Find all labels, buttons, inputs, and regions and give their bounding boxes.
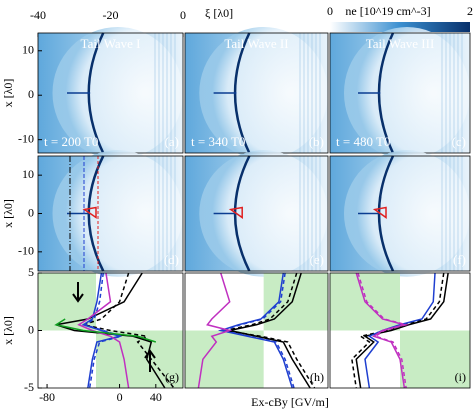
xi-label: ξ [λ0] [205, 6, 233, 20]
time-label: t = 340 T0 [191, 134, 245, 149]
panel-label: (a) [165, 134, 179, 149]
phase-region [263, 273, 328, 331]
field-line [355, 272, 449, 389]
phase-region [185, 330, 264, 388]
density-map [329, 150, 471, 277]
wake-bubble [199, 27, 328, 159]
field-line [219, 272, 295, 389]
time-label: t = 200 T0 [44, 134, 98, 149]
panel-label: (g) [165, 370, 179, 384]
colorbar-label: ne [10^19 cm^-3] [345, 4, 430, 18]
wake-bubble [344, 27, 470, 159]
field-line [357, 272, 410, 389]
field-line [81, 272, 123, 389]
panel-label: (c) [452, 134, 466, 149]
panel-label: (f) [453, 252, 466, 267]
density-map [184, 150, 329, 277]
wake-bubble [199, 150, 328, 277]
y-tick-label: 10 [22, 43, 34, 57]
panel-label: (e) [310, 252, 324, 267]
laser-contour [228, 206, 243, 219]
phase-region [96, 330, 183, 388]
colorbar-tick: 2 [467, 4, 473, 18]
y-tick-label: 0 [28, 205, 34, 219]
y-tick-label: -10 [18, 131, 34, 145]
wake-bubble [52, 27, 183, 159]
density-map [184, 27, 329, 159]
density-map [329, 27, 471, 159]
field-xlabel: Ex-cBy [GV/m] [251, 395, 329, 409]
phase-region [38, 273, 96, 331]
field-line [351, 272, 445, 389]
field-line [355, 272, 408, 389]
panel-frame [184, 272, 329, 389]
panel-frame [184, 155, 329, 272]
field-line [77, 272, 130, 389]
arrow-up [144, 349, 156, 372]
panel-label: (d) [164, 252, 179, 267]
x-tick-label: 0 [117, 390, 123, 404]
field-line [197, 272, 233, 389]
arrow-down [72, 282, 84, 303]
x-tick-label: -80 [39, 390, 55, 404]
time-label: t = 480 T0 [336, 134, 390, 149]
colorbar-tick: 0 [327, 4, 333, 18]
column-title: Tail Wave II [224, 36, 288, 51]
laser-contour [372, 206, 387, 219]
laser-contour [82, 206, 97, 219]
panel-label: (b) [309, 134, 324, 149]
top-tick-label: -20 [103, 8, 119, 22]
y-tick-label: 10 [22, 167, 34, 181]
field-line [217, 272, 293, 389]
y-label: x [λ0] [1, 199, 15, 228]
y-tick-label: -5 [24, 380, 34, 394]
y-label: x [λ0] [1, 316, 15, 345]
panel-frame [329, 155, 471, 272]
field-line [83, 272, 125, 389]
field-line [80, 272, 175, 389]
colorbar [330, 22, 470, 32]
wake-bubble [344, 150, 470, 277]
column-title: Tail Wave I [81, 36, 141, 51]
x-tick-label: 40 [150, 390, 162, 404]
density-map [37, 27, 184, 159]
panel-frame [329, 272, 471, 389]
panel-label: (i) [455, 370, 466, 384]
top-tick-label: -40 [30, 8, 46, 22]
panel-label: (h) [310, 370, 324, 384]
density-map [37, 150, 184, 277]
y-tick-label: 0 [28, 87, 34, 101]
phase-region [400, 330, 470, 388]
field-line [54, 318, 157, 343]
y-tick-label: -10 [18, 244, 34, 258]
wake-bubble [52, 150, 183, 277]
top-tick-label: 0 [180, 8, 186, 22]
y-label: x [λ0] [1, 79, 15, 108]
y-tick-label: 0 [28, 322, 34, 336]
column-title: Tail Wave III [366, 36, 435, 51]
y-tick-label: 5 [28, 265, 34, 279]
